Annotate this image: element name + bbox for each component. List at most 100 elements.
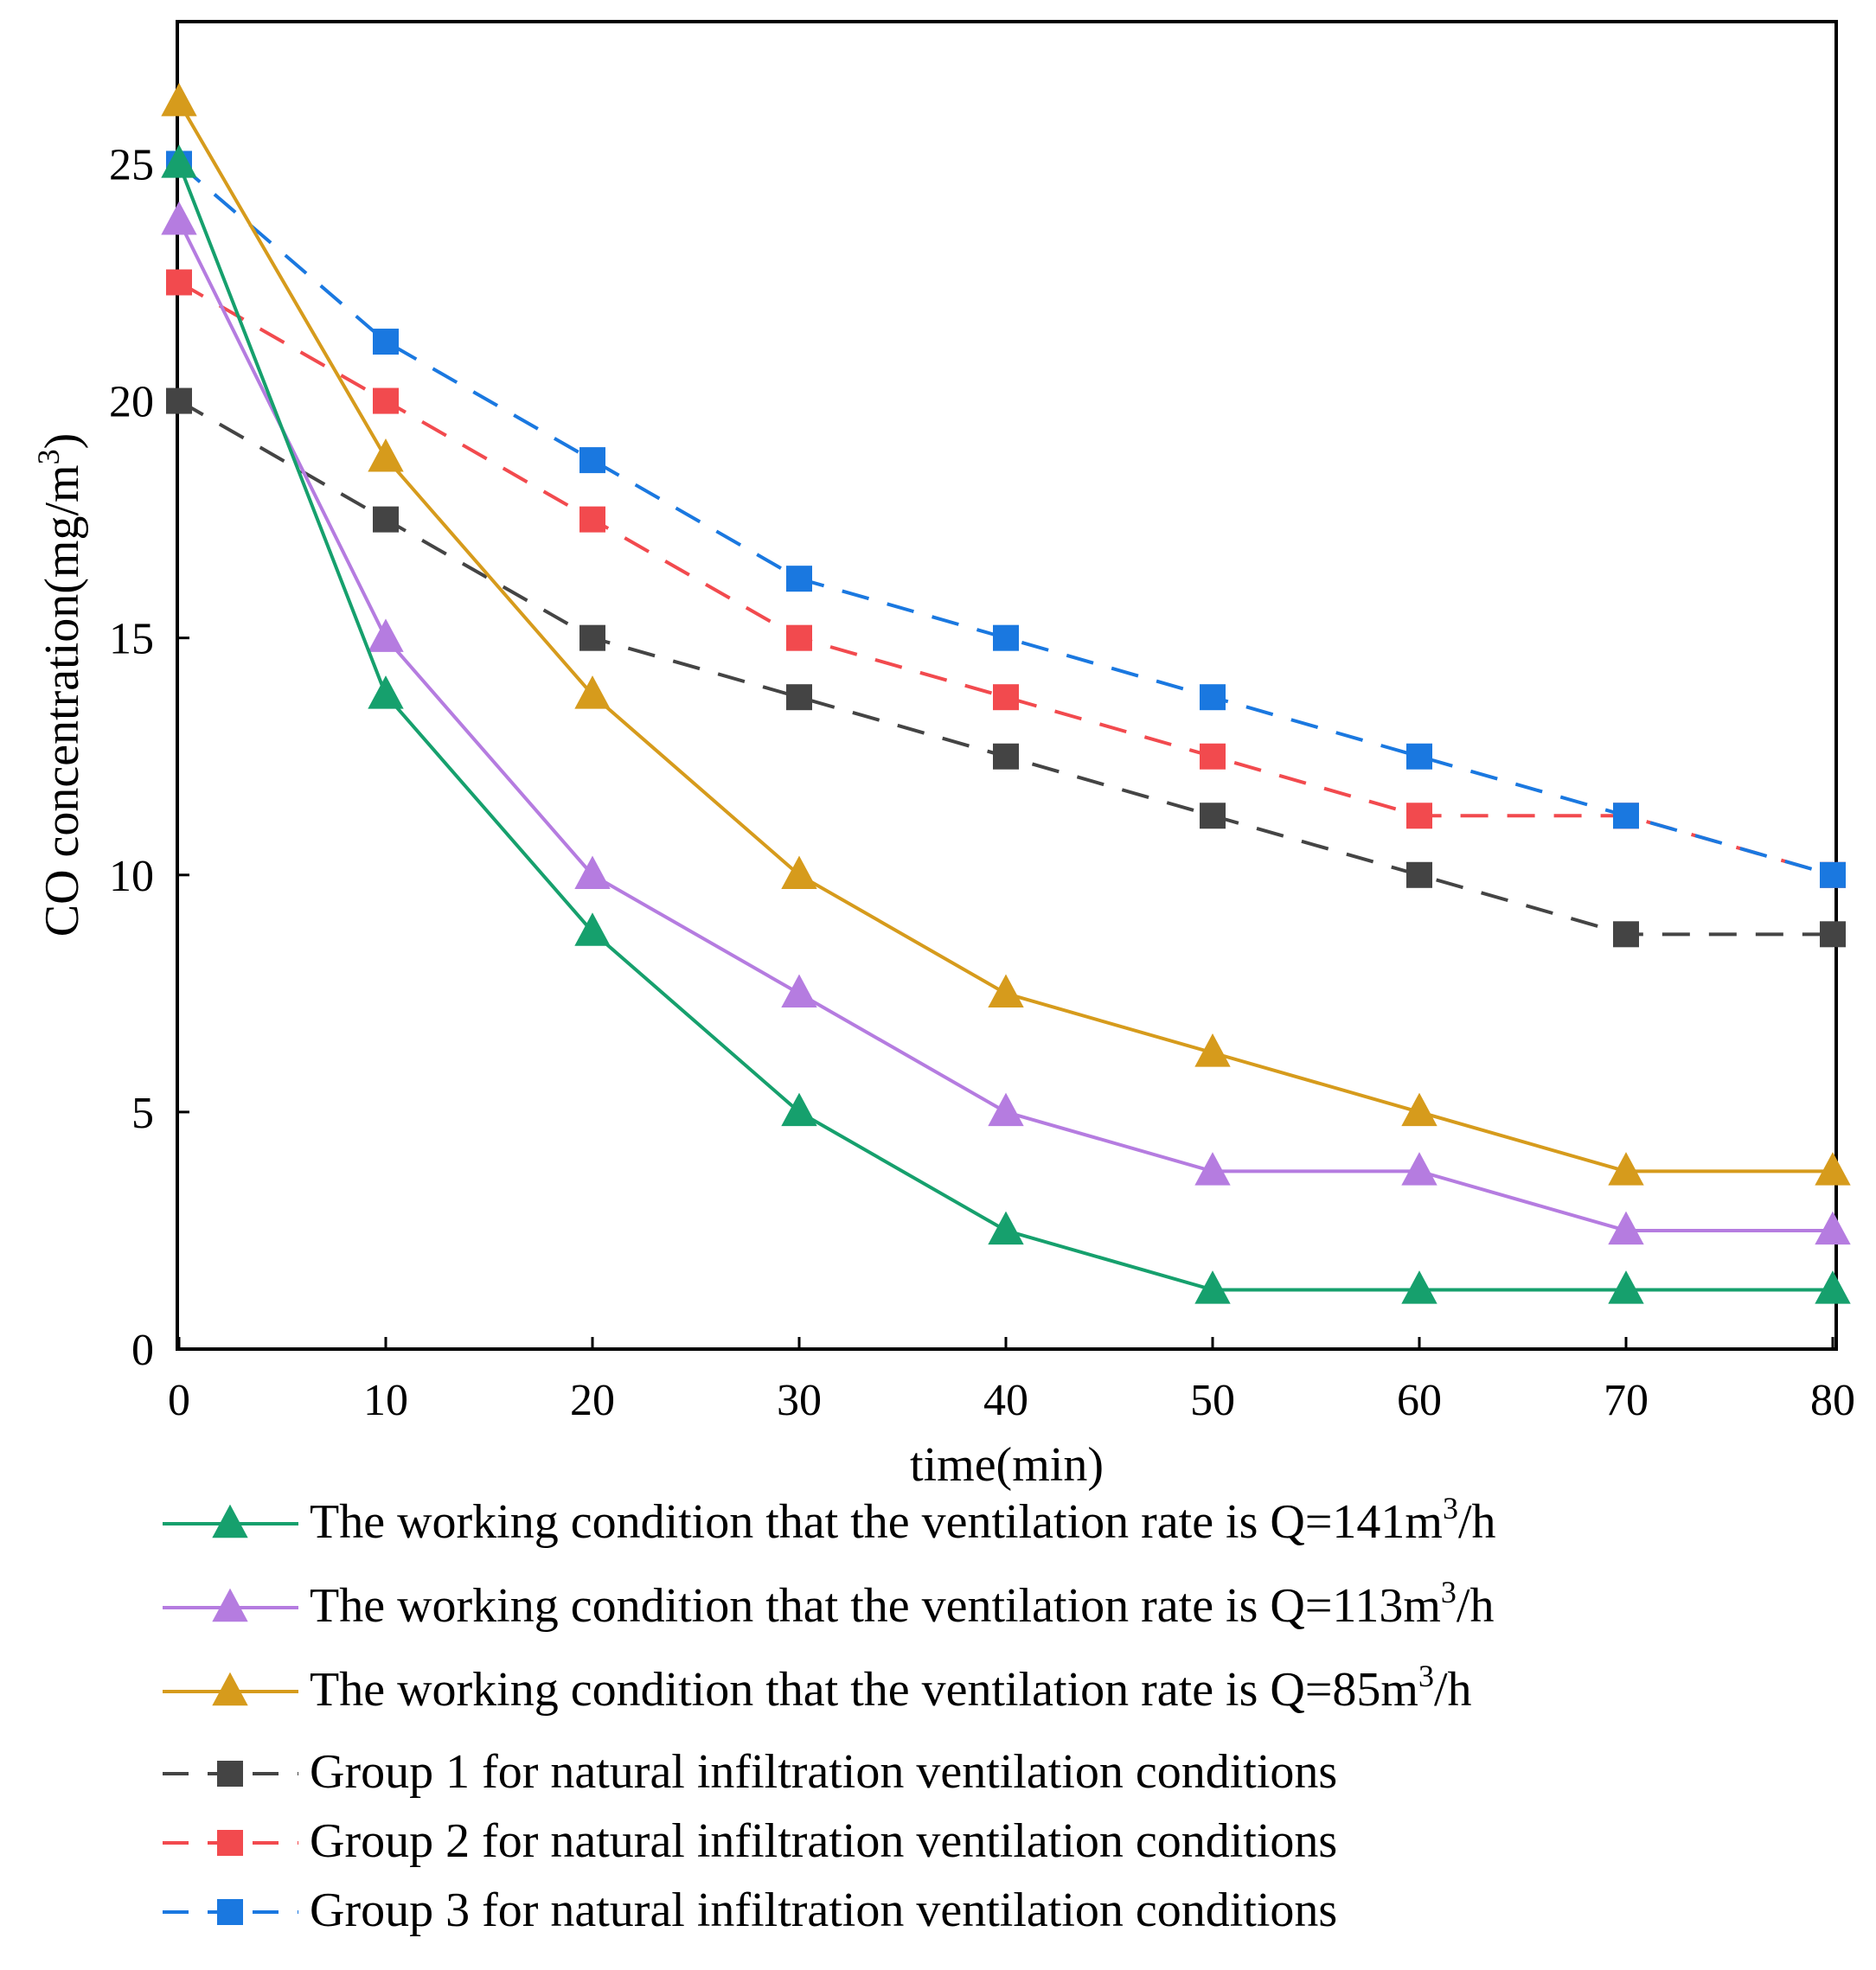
series-q141 [161,144,1851,1304]
data-point-q113 [781,974,817,1008]
legend-item-q113: The working condition that the ventilati… [163,1575,1494,1633]
data-point-g1 [786,684,812,711]
y-tick-label: 0 [131,1326,154,1375]
data-point-q141 [1608,1270,1644,1304]
x-tick-label: 0 [168,1376,190,1425]
data-point-g2 [373,387,399,414]
data-point-g3 [1406,743,1432,770]
data-point-g3 [1820,861,1846,888]
data-point-q141 [574,912,611,946]
data-point-q141 [1401,1270,1437,1304]
data-point-q113 [1194,1152,1231,1186]
legend-item-q85: The working condition that the ventilati… [163,1659,1472,1717]
x-tick-label: 30 [777,1376,822,1425]
legend-label: Group 3 for natural infiltration ventila… [310,1884,1337,1937]
data-point-q85 [1815,1152,1851,1186]
x-tick-label: 70 [1604,1376,1649,1425]
y-axis-ticks: 0 5 10 15 20 25 [109,140,189,1375]
data-point-g2 [1406,803,1432,829]
data-point-q141 [368,675,404,709]
y-tick-label: 5 [131,1089,154,1138]
data-point-g2 [786,624,812,651]
x-axis-title: time(min) [910,1438,1104,1492]
legend-marker [212,1504,248,1538]
y-axis-title: CO concentration(mg/m3) [31,433,89,937]
x-tick-label: 60 [1397,1376,1442,1425]
data-point-q85 [1194,1033,1231,1067]
legend: The working condition that the ventilati… [163,1491,1496,1937]
data-point-q85 [161,82,197,117]
series-g3 [166,150,1846,888]
legend-item-g1: Group 1 for natural infiltration ventila… [163,1745,1337,1799]
data-point-q141 [781,1092,817,1127]
series-g2 [166,269,1846,888]
data-point-q85 [1608,1152,1644,1186]
legend-label: The working condition that the ventilati… [310,1575,1494,1633]
data-point-g3 [373,329,399,355]
data-point-g1 [166,387,192,414]
legend-marker [212,1588,248,1622]
x-axis-ticks: 0 10 20 30 40 50 60 70 80 [168,1337,1855,1425]
data-point-g2 [579,506,605,533]
data-point-q113 [988,1092,1024,1127]
legend-label: The working condition that the ventilati… [310,1659,1472,1717]
data-point-g1 [579,624,605,651]
series-g1 [166,387,1846,948]
data-point-q113 [161,201,197,235]
series-q85 [161,82,1851,1186]
y-tick-label: 25 [109,140,154,189]
y-tick-label: 20 [109,378,154,427]
legend-label: Group 2 for natural infiltration ventila… [310,1814,1337,1868]
data-point-g3 [579,447,605,474]
data-point-g2 [1200,743,1226,770]
series-line-g1 [178,399,1833,937]
data-point-g2 [166,269,192,296]
legend-item-q141: The working condition that the ventilati… [163,1491,1496,1549]
data-point-q113 [1815,1211,1851,1245]
series-line-g2 [178,280,1834,877]
series-layer [161,82,1851,1304]
data-point-q85 [368,438,404,472]
series-q113 [161,201,1851,1245]
data-point-q141 [1815,1270,1851,1304]
data-point-g1 [1200,803,1226,829]
data-point-q141 [1194,1270,1231,1304]
data-point-g1 [373,506,399,533]
data-point-q85 [988,974,1024,1008]
data-point-q141 [161,144,197,178]
data-point-q113 [1401,1152,1437,1186]
x-tick-label: 40 [983,1376,1028,1425]
legend-item-g2: Group 2 for natural infiltration ventila… [163,1814,1337,1868]
data-point-g1 [993,743,1019,770]
legend-item-g3: Group 3 for natural infiltration ventila… [163,1884,1337,1937]
data-point-g1 [1820,921,1846,948]
data-point-g1 [1613,921,1639,948]
data-point-g3 [786,566,812,592]
legend-label: The working condition that the ventilati… [310,1491,1496,1549]
legend-marker [212,1672,248,1706]
data-point-q113 [368,618,404,652]
x-tick-label: 20 [570,1376,615,1425]
legend-marker [217,1830,243,1856]
data-point-g1 [1406,861,1432,888]
x-tick-label: 50 [1190,1376,1235,1425]
data-point-q113 [1608,1211,1644,1245]
data-point-g2 [993,684,1019,711]
data-point-q141 [988,1211,1024,1245]
x-tick-label: 80 [1810,1376,1855,1425]
y-tick-label: 15 [109,615,154,664]
data-point-g3 [1613,803,1639,829]
series-line-q113 [177,220,1833,1232]
data-point-q113 [574,855,611,889]
data-point-g3 [1200,684,1226,711]
data-point-q85 [574,675,611,709]
data-point-q85 [1401,1092,1437,1127]
legend-label: Group 1 for natural infiltration ventila… [310,1745,1337,1799]
legend-marker [217,1761,243,1787]
series-line-g3 [177,162,1834,877]
legend-marker [217,1899,243,1925]
data-point-q85 [781,855,817,889]
y-tick-label: 10 [109,852,154,901]
data-point-g3 [993,624,1019,651]
